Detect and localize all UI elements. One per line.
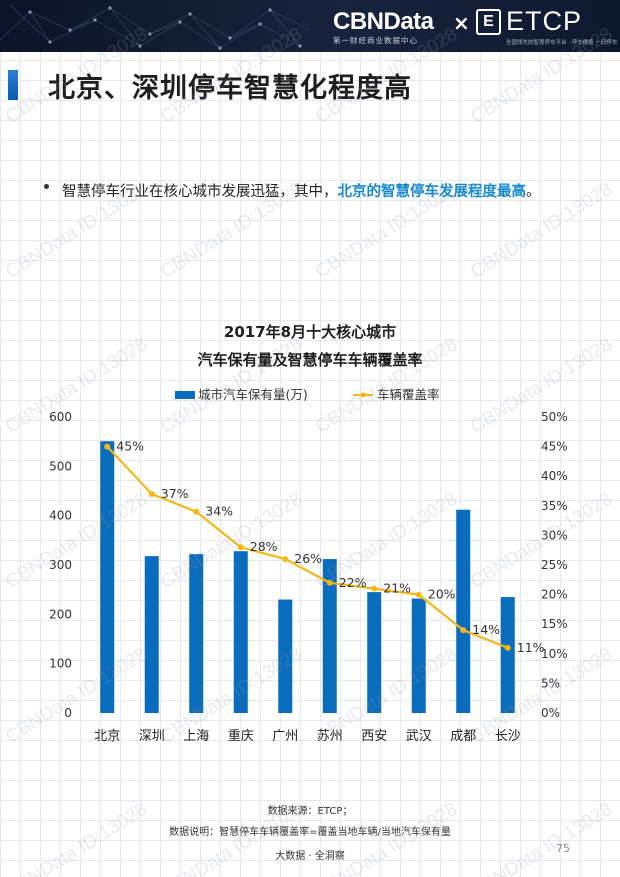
y-right-tick-label: 50% (541, 410, 568, 424)
coverage-data-label: 34% (205, 504, 233, 519)
coverage-data-label: 21% (383, 581, 411, 596)
x-tick-label: 武汉 (406, 729, 432, 744)
bar-6 (367, 592, 382, 713)
bar-8 (456, 509, 471, 713)
x-tick-label: 西安 (361, 729, 387, 744)
bullet-text-plain: 智慧停车行业在核心城市发展迅猛，其中， (62, 184, 338, 200)
coverage-point-4 (282, 556, 289, 563)
x-tick-label: 深圳 (139, 729, 165, 744)
coverage-data-label: 37% (161, 486, 189, 501)
coverage-point-5 (326, 579, 333, 586)
y-right-tick-label: 5% (541, 676, 560, 690)
x-tick-label: 苏州 (317, 728, 343, 744)
x-tick-label: 北京 (94, 729, 120, 744)
data-note: 数据说明：智慧停车车辆覆盖率=覆盖当地车辆/当地汽车保有量 (169, 827, 451, 838)
legend-swatch-line-marker (360, 392, 366, 398)
x-tick-label: 长沙 (495, 729, 521, 744)
bar-1 (144, 556, 159, 713)
times-icon: × (453, 11, 470, 35)
coverage-data-label: 11% (517, 640, 545, 655)
y-right-tick-label: 15% (541, 617, 568, 631)
y-right-tick-label: 40% (541, 469, 568, 483)
x-tick-label: 重庆 (228, 728, 254, 744)
cbndata-tagline: 第一财经商业数据中心 (333, 36, 418, 45)
y-right-tick-label: 25% (541, 558, 568, 572)
y-left-tick-label: 200 (49, 607, 72, 621)
coverage-point-2 (193, 508, 200, 515)
legend-label-line: 车辆覆盖率 (377, 387, 440, 402)
etcp-tagline: 全国领先的智慧停车平台 · 停车缴费 一码停车 (506, 40, 618, 46)
coverage-data-label: 45% (116, 439, 144, 454)
etcp-logo-text: ETCP (506, 6, 583, 36)
y-left-tick-label: 600 (49, 410, 72, 424)
coverage-point-7 (415, 591, 422, 598)
footer-slogan: 大数据 · 全洞察 (275, 851, 345, 862)
legend-swatch-bar (175, 391, 195, 399)
bar-7 (411, 598, 426, 713)
y-left-tick-label: 100 (49, 657, 72, 671)
y-right-tick-label: 10% (541, 647, 568, 661)
x-tick-label: 上海 (183, 729, 209, 744)
x-tick-label: 成都 (450, 729, 476, 744)
bullet-dot-icon (44, 184, 49, 189)
bar-0 (100, 441, 115, 713)
page-title: 北京、深圳停车智慧化程度高 (48, 73, 412, 104)
coverage-point-3 (237, 544, 244, 551)
y-right-tick-label: 45% (541, 440, 568, 454)
coverage-point-9 (504, 644, 511, 651)
y-right-tick-label: 35% (541, 499, 568, 513)
network-decoration (0, 4, 311, 50)
coverage-point-0 (104, 443, 111, 450)
coverage-data-label: 28% (250, 539, 278, 554)
bar-4 (278, 599, 293, 713)
bar-3 (233, 551, 248, 713)
bar-5 (322, 559, 337, 713)
chart-title-line2: 汽车保有量及智慧停车车辆覆盖率 (197, 351, 422, 369)
y-left-tick-label: 400 (49, 509, 72, 523)
page-number: 75 (556, 842, 570, 855)
x-tick-label: 广州 (272, 729, 298, 744)
coverage-data-label: 14% (472, 622, 500, 637)
bullet-text-highlight: 北京的智慧停车发展程度最高 (337, 184, 527, 200)
bullet-text: 智慧停车行业在核心城市发展迅猛，其中，北京的智慧停车发展程度最高。 (62, 182, 592, 203)
y-right-tick-label: 20% (541, 588, 568, 602)
cbndata-logo: CBNData (333, 8, 434, 35)
y-left-tick-label: 0 (64, 706, 72, 720)
legend-label-bar: 城市汽车保有量(万) (198, 387, 308, 402)
data-source: 数据来源：ETCP； (267, 806, 353, 817)
chart-title-line1: 2017年8月十大核心城市 (224, 323, 396, 341)
title-accent-bar (8, 70, 18, 100)
coverage-line (106, 445, 509, 649)
header-banner: CBNData 第一财经商业数据中心 × E ETCP 全国领先的智慧停车平台 … (0, 0, 620, 52)
bar-2 (189, 554, 204, 713)
coverage-data-label: 22% (339, 575, 367, 590)
y-right-tick-label: 30% (541, 528, 568, 542)
etcp-logo-icon: E (476, 9, 501, 35)
bullet-text-end: 。 (526, 184, 541, 200)
y-left-tick-label: 300 (49, 558, 72, 572)
y-right-tick-label: 0% (541, 706, 560, 720)
coverage-data-label: 26% (294, 551, 322, 566)
coverage-point-6 (371, 585, 378, 592)
coverage-point-8 (460, 627, 467, 634)
coverage-point-1 (148, 490, 155, 497)
bar-9 (500, 597, 515, 713)
coverage-data-label: 20% (428, 587, 456, 602)
y-left-tick-label: 500 (49, 459, 72, 473)
